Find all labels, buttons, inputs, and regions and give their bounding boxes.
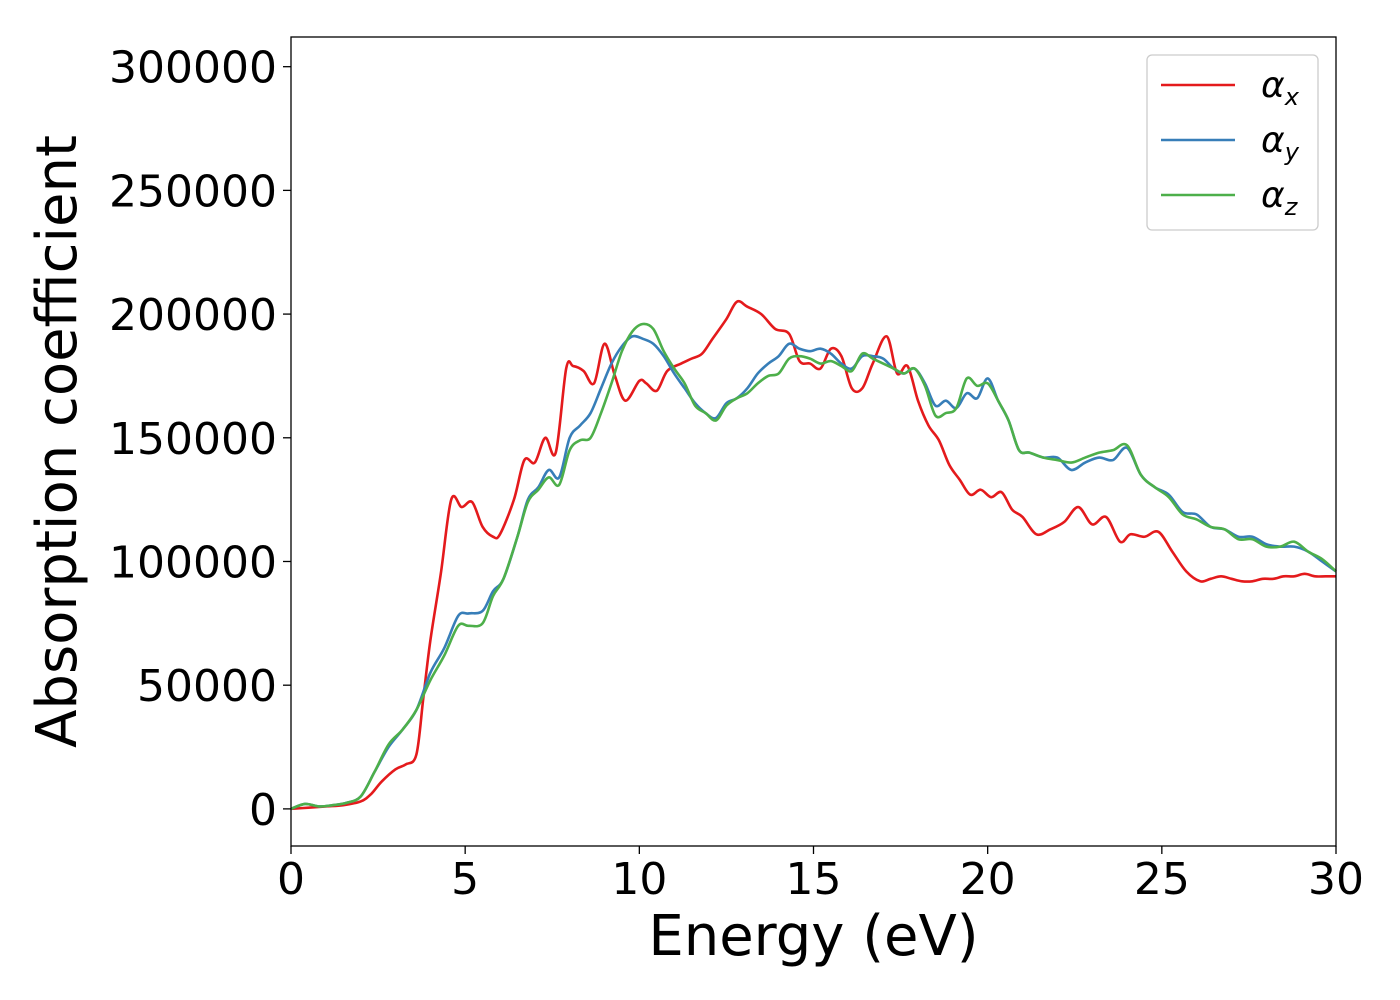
x-tick-label: 15 [786,854,842,905]
x-tick-label: 25 [1134,854,1190,905]
x-tick-label: 10 [611,854,667,905]
legend-box [1146,54,1319,231]
plot-frame [290,36,1337,847]
series-line-x [290,299,1336,811]
x-axis-title: Energy (eV) [648,904,978,969]
y-tick-label: 200000 [109,290,277,341]
y-axis-title: Absorption coefficient [25,135,90,748]
series-line-y [290,334,1337,811]
x-tick-label: 5 [451,854,479,905]
x-tick-label: 20 [960,854,1016,905]
y-tick-label: 150000 [109,414,277,465]
series-layer [290,299,1337,811]
y-tick-label: 50000 [137,661,277,712]
y-tick-label: 100000 [109,537,277,588]
axes: 0 5 10 15 20 25 30 0 50000 100000 150000 200000 2500… [109,43,1364,905]
series-line-z [290,322,1337,811]
x-tick-label: 0 [277,854,305,905]
y-tick-label: 0 [249,785,277,836]
y-tick-label: 250000 [109,166,277,217]
x-tick-label: 30 [1308,854,1364,905]
y-tick-label: 300000 [109,43,277,94]
